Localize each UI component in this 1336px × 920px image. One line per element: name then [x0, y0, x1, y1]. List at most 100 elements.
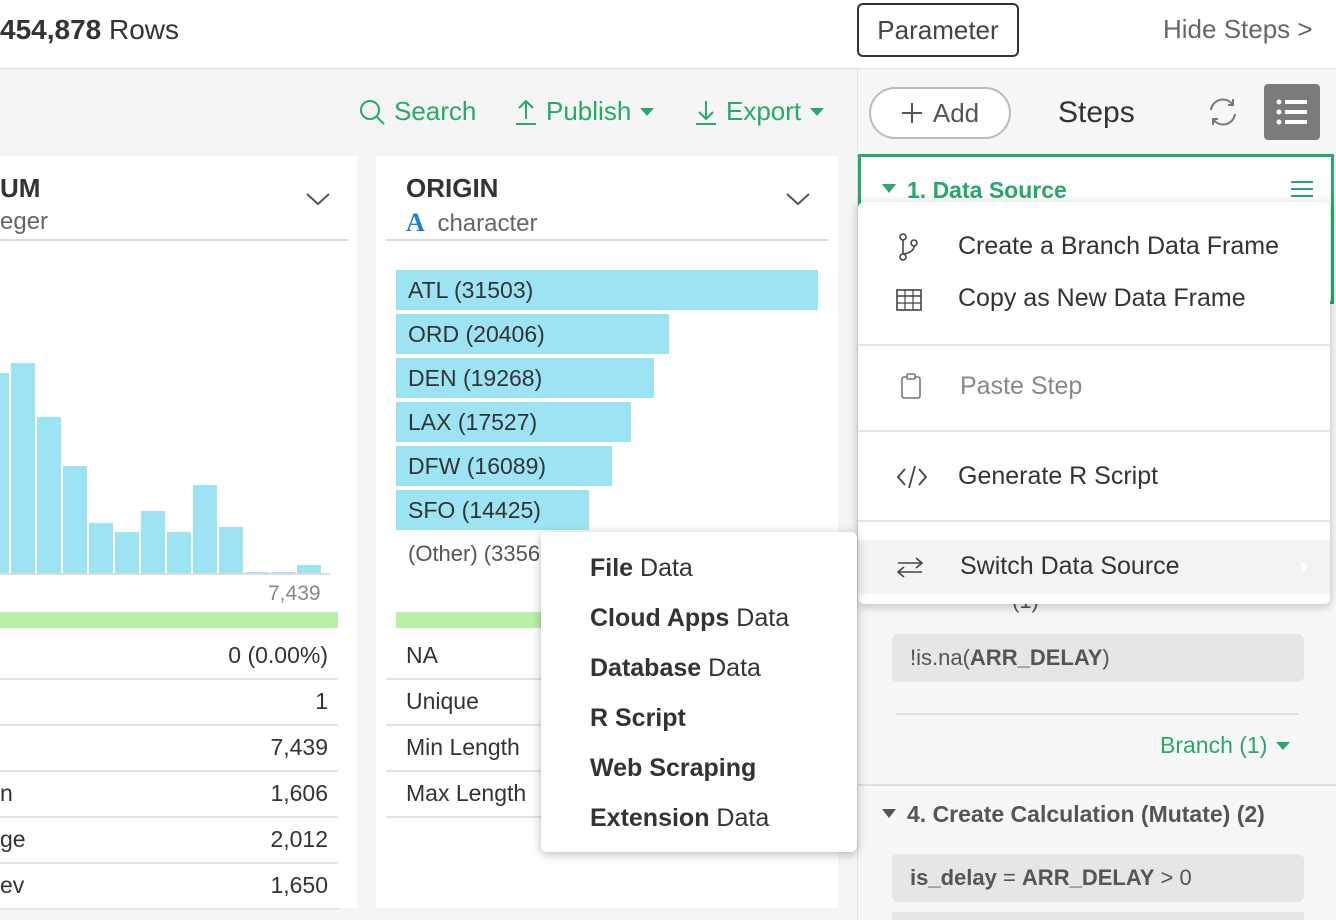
hamburger-menu-icon[interactable]: [1290, 179, 1314, 199]
histogram-axis: [0, 573, 330, 575]
histogram-bar[interactable]: [37, 417, 61, 574]
plus-icon: [901, 103, 922, 123]
stat-value: 1: [315, 688, 328, 714]
other-label: (Other) (3356: [408, 541, 541, 566]
value-bar[interactable]: [396, 490, 589, 530]
data-source-submenu: File Data Cloud Apps Data Database Data …: [541, 532, 857, 852]
step-list-view-button[interactable]: [1264, 84, 1320, 140]
value-bar[interactable]: [396, 358, 654, 398]
stat-label: Max Length: [406, 780, 527, 806]
stat-value: 1,606: [270, 780, 328, 806]
stats-table: 0 (0.00%) 1 7,439 n 1,606 ge 2,012 ev 1,650: [0, 634, 338, 910]
value-bar[interactable]: [396, 402, 631, 442]
menu-item-copy-new[interactable]: Copy as New Data Frame: [858, 284, 1330, 318]
stat-label: NA: [406, 642, 438, 668]
branch-icon: [899, 233, 918, 261]
value-bar[interactable]: [396, 270, 818, 310]
branch-link[interactable]: Branch (1): [1160, 732, 1291, 759]
stat-row: n 1,606: [0, 772, 338, 818]
submenu-item-cloud-apps[interactable]: Cloud Apps Data: [590, 604, 790, 632]
caret-down-icon[interactable]: [881, 808, 897, 820]
parameter-button[interactable]: Parameter: [857, 3, 1019, 57]
histogram-bar[interactable]: [63, 466, 87, 574]
stat-row: Min Length: [386, 726, 546, 772]
menu-item-create-branch[interactable]: Create a Branch Data Frame: [858, 232, 1330, 266]
submenu-item-file[interactable]: File Data: [590, 554, 693, 582]
menu-separator: [858, 344, 1330, 346]
caret-down-icon: [640, 107, 655, 116]
stat-row: ge 2,012: [0, 818, 338, 864]
stat-row: NA: [386, 634, 546, 680]
caret-down-icon[interactable]: [881, 183, 897, 195]
column-divider: [386, 239, 828, 241]
value-bar-label: ATL (31503): [408, 277, 534, 303]
download-icon: [696, 100, 716, 125]
histogram-bar[interactable]: [115, 532, 139, 574]
value-bar-label: ORD (20406): [408, 321, 545, 347]
stat-row: 7,439: [0, 726, 338, 772]
mutate-code[interactable]: is_delay = ARR_DELAY > 0: [892, 854, 1304, 902]
step-context-menu: Create a Branch Data Frame Copy as New D…: [858, 202, 1330, 604]
histogram-bar[interactable]: [193, 485, 217, 574]
na-bar: [0, 612, 338, 628]
stat-label: ev: [0, 872, 25, 898]
character-type-icon: A: [406, 208, 425, 237]
step-title[interactable]: 1. Data Source: [907, 177, 1067, 203]
chevron-down-icon[interactable]: [305, 191, 331, 207]
caret-down-icon: [1276, 741, 1291, 750]
histogram-bar[interactable]: [141, 511, 165, 574]
histogram-bar[interactable]: [297, 565, 321, 574]
submenu-item-r-script[interactable]: R Script: [590, 704, 686, 732]
export-button[interactable]: Export: [694, 96, 825, 127]
menu-item-switch-source[interactable]: Switch Data Source: [858, 552, 1330, 586]
stat-label: Min Length: [406, 734, 520, 760]
histogram-bar[interactable]: [167, 532, 191, 574]
column-name: ORIGIN: [406, 173, 499, 203]
chevron-down-icon[interactable]: [785, 191, 811, 207]
menu-item-generate-r[interactable]: Generate R Script: [858, 462, 1330, 496]
search-button[interactable]: Search: [358, 96, 476, 127]
export-label: Export: [726, 96, 802, 126]
menu-item-hover-bg: [858, 540, 1330, 594]
step-title[interactable]: 4. Create Calculation (Mutate) (2): [907, 801, 1265, 827]
add-step-button[interactable]: Add: [869, 87, 1011, 139]
step-divider: [896, 713, 1298, 715]
column-type: character: [437, 210, 538, 237]
top-bar: [0, 0, 1336, 69]
step-separator: [857, 784, 1336, 786]
code-box-partial: [892, 912, 1304, 920]
histogram-bar[interactable]: [219, 527, 243, 574]
value-bar[interactable]: [396, 314, 669, 354]
submenu-item-database[interactable]: Database Data: [590, 654, 761, 682]
value-bar-label: LAX (17527): [408, 409, 538, 435]
stat-label: n: [0, 780, 13, 806]
histogram-bar[interactable]: [89, 523, 113, 574]
histogram-bar[interactable]: [11, 363, 35, 574]
menu-item-paste-step[interactable]: Paste Step: [858, 372, 1330, 406]
column-name: UM: [0, 173, 41, 203]
submenu-item-web-scraping[interactable]: Web Scraping: [590, 754, 757, 782]
row-count: 454,878 Rows: [0, 14, 180, 45]
filter-code[interactable]: !is.na(ARR_DELAY): [892, 634, 1304, 682]
value-bar-label: DEN (19268): [408, 365, 543, 391]
table-icon: [896, 289, 922, 311]
add-label: Add: [932, 97, 980, 128]
column-type-row: A character: [406, 208, 538, 238]
list-icon: [1276, 99, 1307, 125]
publish-button[interactable]: Publish: [514, 96, 655, 127]
stat-row: ev 1,650: [0, 864, 338, 910]
upload-icon: [516, 99, 536, 125]
refresh-icon[interactable]: [1206, 96, 1240, 128]
submenu-item-extension[interactable]: Extension Data: [590, 804, 770, 832]
search-label: Search: [394, 96, 477, 126]
value-bar-label: DFW (16089): [408, 453, 547, 479]
histogram-bar[interactable]: [0, 373, 9, 574]
na-bar: [396, 612, 546, 628]
value-bar[interactable]: [396, 446, 612, 486]
caret-right-icon: [1300, 558, 1310, 576]
hide-steps-link[interactable]: Hide Steps >: [1163, 14, 1313, 44]
stat-label: Unique: [406, 688, 479, 714]
steps-title: Steps: [1058, 96, 1135, 129]
stat-label: ge: [0, 826, 26, 852]
clipboard-icon: [901, 373, 921, 399]
